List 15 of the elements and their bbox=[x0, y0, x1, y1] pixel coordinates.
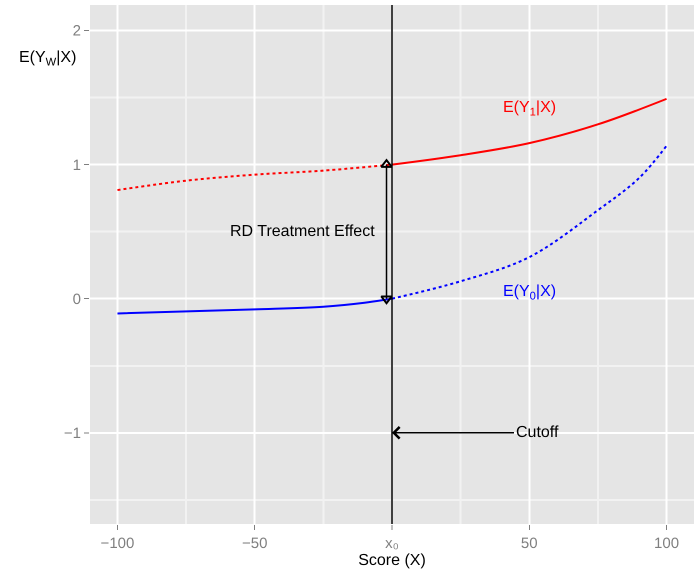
series-label: E(Y$_{1}$|X) bbox=[503, 99, 556, 118]
x-tick-label: 100 bbox=[654, 535, 680, 552]
x-tick-label: −100 bbox=[100, 535, 134, 552]
annotation: Cutoff bbox=[516, 424, 559, 441]
y-tick-label: 1 bbox=[72, 156, 81, 174]
series-label: E(Y$_{0}$|X) bbox=[503, 283, 556, 302]
y-tick-label: −1 bbox=[64, 425, 81, 442]
annotation: RD Treatment Effect bbox=[230, 223, 376, 240]
y-axis-title: E(Y$_{W}$|X) bbox=[19, 49, 76, 68]
y-tick-label: 0 bbox=[72, 290, 81, 308]
x-tick-label: −50 bbox=[242, 535, 268, 552]
y-tick-label: 2 bbox=[72, 22, 81, 40]
x-tick-label: x₀ bbox=[385, 535, 399, 552]
x-tick-label: 50 bbox=[520, 535, 538, 552]
x-axis-title: Score (X) bbox=[358, 552, 426, 569]
